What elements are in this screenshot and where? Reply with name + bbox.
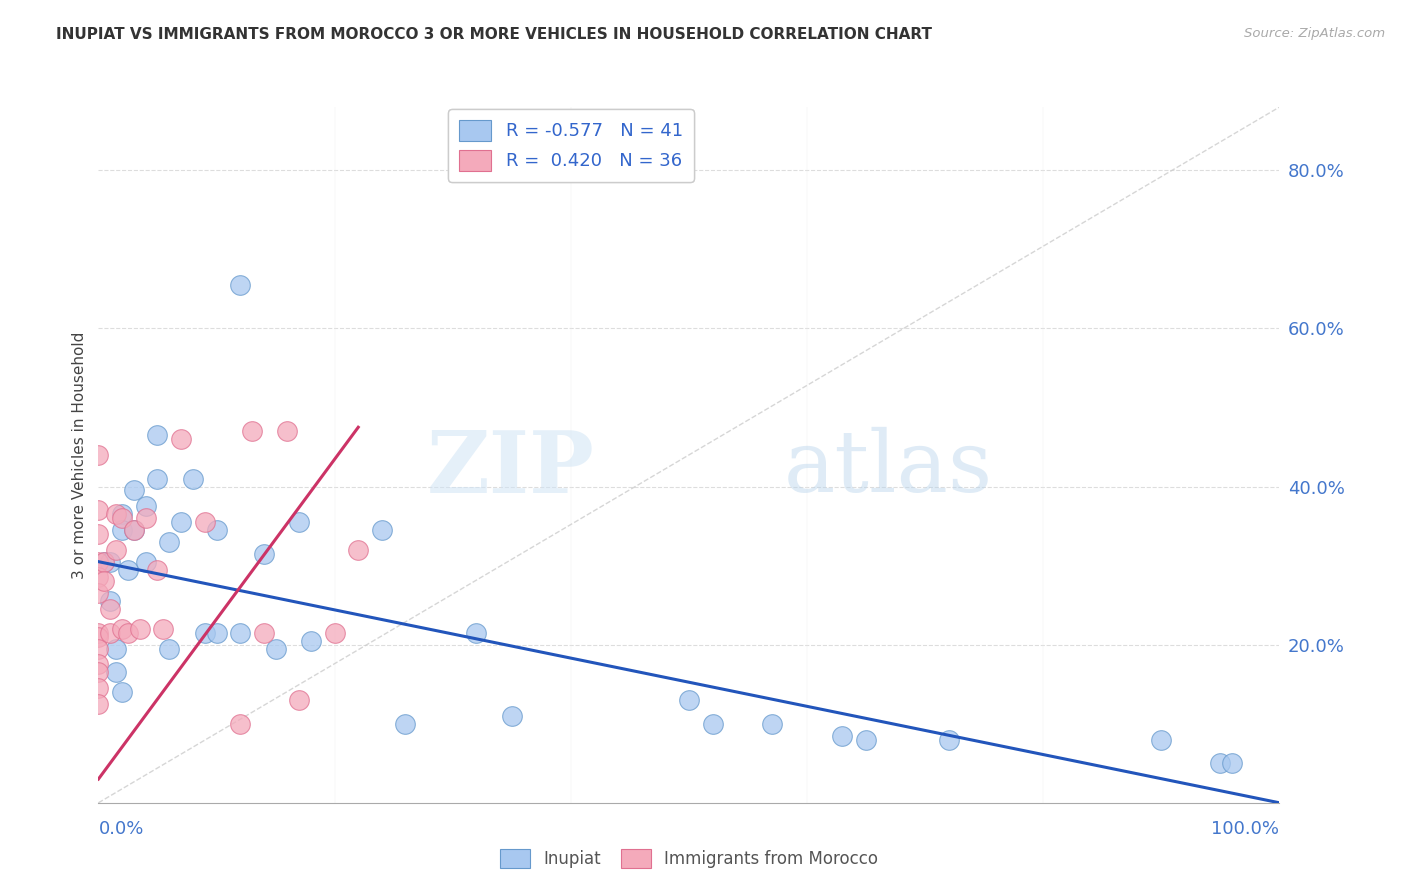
Text: INUPIAT VS IMMIGRANTS FROM MOROCCO 3 OR MORE VEHICLES IN HOUSEHOLD CORRELATION C: INUPIAT VS IMMIGRANTS FROM MOROCCO 3 OR … xyxy=(56,27,932,42)
Point xyxy=(87,665,110,680)
Point xyxy=(98,602,121,616)
Point xyxy=(831,729,853,743)
Point xyxy=(87,657,110,672)
Point xyxy=(194,515,217,529)
Point xyxy=(93,555,115,569)
Point xyxy=(371,523,394,537)
Point xyxy=(146,563,169,577)
Point xyxy=(253,625,276,640)
Point xyxy=(229,277,252,292)
Point xyxy=(87,527,110,541)
Point xyxy=(93,574,115,589)
Y-axis label: 3 or more Vehicles in Household: 3 or more Vehicles in Household xyxy=(72,331,87,579)
Point xyxy=(194,625,217,640)
Point xyxy=(111,523,134,537)
Text: Source: ZipAtlas.com: Source: ZipAtlas.com xyxy=(1244,27,1385,40)
Point xyxy=(157,534,180,549)
Point xyxy=(87,630,110,644)
Point xyxy=(105,542,128,557)
Point xyxy=(87,570,110,584)
Point xyxy=(122,523,145,537)
Point xyxy=(253,547,276,561)
Point xyxy=(678,693,700,707)
Point xyxy=(501,708,523,723)
Point xyxy=(288,693,311,707)
Point xyxy=(229,625,252,640)
Point xyxy=(111,507,134,521)
Point xyxy=(465,625,488,640)
Point xyxy=(205,625,228,640)
Point xyxy=(347,542,370,557)
Point xyxy=(87,625,110,640)
Point xyxy=(105,507,128,521)
Point xyxy=(938,732,960,747)
Point xyxy=(93,555,115,569)
Point xyxy=(761,716,783,731)
Point xyxy=(205,523,228,537)
Point xyxy=(87,586,110,600)
Point xyxy=(98,555,121,569)
Point xyxy=(87,641,110,656)
Point xyxy=(146,428,169,442)
Text: atlas: atlas xyxy=(783,427,993,510)
Point xyxy=(181,472,204,486)
Text: ZIP: ZIP xyxy=(426,427,595,511)
Point xyxy=(702,716,724,731)
Point xyxy=(117,563,139,577)
Point xyxy=(87,448,110,462)
Point xyxy=(128,622,150,636)
Point xyxy=(170,432,193,446)
Point xyxy=(394,716,416,731)
Point xyxy=(87,555,110,569)
Point xyxy=(122,483,145,498)
Point xyxy=(122,523,145,537)
Point xyxy=(87,503,110,517)
Legend: R = -0.577   N = 41, R =  0.420   N = 36: R = -0.577 N = 41, R = 0.420 N = 36 xyxy=(449,109,693,181)
Point xyxy=(299,633,322,648)
Point xyxy=(1209,756,1232,771)
Point xyxy=(135,500,157,514)
Point xyxy=(146,472,169,486)
Text: 100.0%: 100.0% xyxy=(1212,821,1279,838)
Point xyxy=(135,555,157,569)
Point xyxy=(135,511,157,525)
Point xyxy=(170,515,193,529)
Point xyxy=(117,625,139,640)
Point xyxy=(111,511,134,525)
Text: 0.0%: 0.0% xyxy=(98,821,143,838)
Point xyxy=(855,732,877,747)
Point xyxy=(1150,732,1173,747)
Point xyxy=(111,622,134,636)
Legend: Inupiat, Immigrants from Morocco: Inupiat, Immigrants from Morocco xyxy=(494,842,884,875)
Point xyxy=(87,681,110,695)
Point xyxy=(152,622,174,636)
Point xyxy=(98,594,121,608)
Point xyxy=(157,641,180,656)
Point xyxy=(276,424,298,438)
Point xyxy=(105,665,128,680)
Point xyxy=(264,641,287,656)
Point xyxy=(229,716,252,731)
Point xyxy=(288,515,311,529)
Point xyxy=(98,625,121,640)
Point xyxy=(105,641,128,656)
Point xyxy=(1220,756,1243,771)
Point xyxy=(323,625,346,640)
Point xyxy=(240,424,263,438)
Point xyxy=(111,685,134,699)
Point xyxy=(87,697,110,711)
